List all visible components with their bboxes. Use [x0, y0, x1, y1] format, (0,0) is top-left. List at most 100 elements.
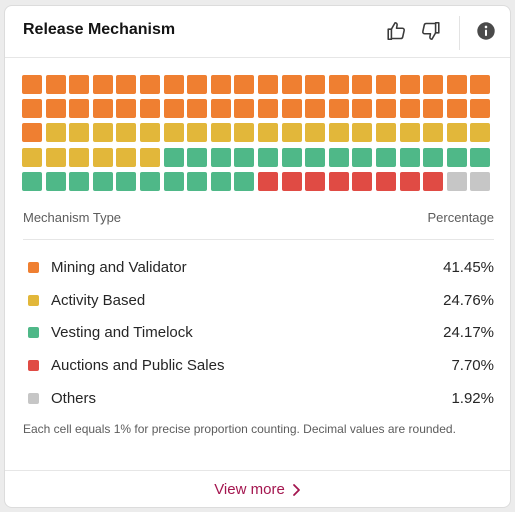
waffle-cell: [116, 147, 137, 167]
waffle-cell: [234, 123, 255, 143]
waffle-cell: [234, 147, 255, 167]
view-more-link[interactable]: View more: [5, 471, 510, 507]
waffle-cell: [92, 99, 113, 119]
waffle-cell: [187, 99, 208, 119]
waffle-cell: [163, 99, 184, 119]
waffle-cell: [352, 75, 373, 94]
waffle-cell: [22, 99, 42, 119]
thumbs-up-icon[interactable]: [385, 20, 407, 42]
legend-value: 41.45%: [443, 259, 494, 276]
waffle-cell: [69, 123, 90, 143]
view-more-label: View more: [214, 481, 285, 498]
waffle-cell: [470, 171, 491, 191]
waffle-cell: [399, 123, 420, 143]
waffle-cell: [399, 171, 420, 191]
waffle-cell: [140, 123, 160, 143]
waffle-cell: [92, 171, 113, 191]
waffle-cell: [470, 147, 491, 167]
legend-row-vesting: Vesting and Timelock 24.17%: [23, 321, 494, 345]
waffle-cell: [187, 75, 208, 94]
waffle-cell: [328, 147, 349, 167]
waffle-cell: [281, 147, 302, 167]
waffle-cell: [92, 147, 113, 167]
waffle-cell: [470, 99, 491, 119]
waffle-cell: [352, 123, 373, 143]
waffle-cell: [187, 147, 208, 167]
card-title: Release Mechanism: [23, 21, 176, 38]
legend-row-auctions: Auctions and Public Sales 7.70%: [23, 354, 494, 378]
waffle-cell: [45, 123, 66, 143]
waffle-cell: [69, 171, 90, 191]
column-header-type: Mechanism Type: [23, 210, 122, 225]
waffle-cell: [446, 147, 467, 167]
waffle-cell: [376, 123, 396, 143]
waffle-cell: [352, 99, 373, 119]
waffle-cell: [210, 123, 231, 143]
waffle-cell: [163, 123, 184, 143]
waffle-cell: [328, 75, 349, 94]
waffle-cell: [258, 99, 278, 119]
card-header: Release Mechanism: [5, 6, 510, 58]
chevron-right-icon: [291, 483, 301, 497]
waffle-cell: [281, 99, 302, 119]
waffle-cell: [352, 171, 373, 191]
waffle-cell: [92, 75, 113, 94]
waffle-cell: [140, 99, 160, 119]
thumbs-down-icon[interactable]: [420, 20, 442, 42]
waffle-cell: [22, 147, 42, 167]
info-icon[interactable]: [475, 20, 497, 42]
waffle-cell: [116, 123, 137, 143]
legend-label: Auctions and Public Sales: [51, 357, 225, 374]
waffle-cell: [69, 75, 90, 94]
waffle-cell: [423, 75, 444, 94]
waffle-cell: [92, 123, 113, 143]
waffle-cell: [234, 99, 255, 119]
waffle-cell: [446, 75, 467, 94]
waffle-cell: [376, 75, 396, 94]
legend-value: 1.92%: [451, 390, 494, 407]
waffle-cell: [45, 147, 66, 167]
legend-swatch: [28, 295, 39, 306]
waffle-cell: [163, 147, 184, 167]
waffle-cell: [234, 75, 255, 94]
waffle-cell: [116, 99, 137, 119]
waffle-cell: [446, 99, 467, 119]
waffle-cell: [423, 147, 444, 167]
waffle-cell: [140, 171, 160, 191]
legend-swatch: [28, 360, 39, 371]
legend-label: Mining and Validator: [51, 259, 187, 276]
waffle-cell: [163, 75, 184, 94]
legend-value: 7.70%: [451, 357, 494, 374]
waffle-cell: [140, 147, 160, 167]
waffle-cell: [305, 171, 326, 191]
waffle-cell: [352, 147, 373, 167]
waffle-cell: [281, 123, 302, 143]
waffle-cell: [399, 75, 420, 94]
waffle-cell: [423, 123, 444, 143]
column-header-percentage: Percentage: [427, 210, 495, 225]
legend-swatch: [28, 327, 39, 338]
waffle-cell: [281, 75, 302, 94]
waffle-cell: [187, 123, 208, 143]
waffle-cell: [210, 75, 231, 94]
waffle-cell: [45, 75, 66, 94]
waffle-cell: [281, 171, 302, 191]
waffle-cell: [116, 171, 137, 191]
waffle-cell: [22, 75, 42, 94]
legend-value: 24.76%: [443, 292, 494, 309]
waffle-cell: [116, 75, 137, 94]
waffle-cell: [187, 171, 208, 191]
waffle-cell: [234, 171, 255, 191]
footnote: Each cell equals 1% for precise proporti…: [23, 422, 456, 436]
header-separator: [459, 16, 460, 50]
legend-row-activity: Activity Based 24.76%: [23, 289, 494, 313]
waffle-cell: [163, 171, 184, 191]
footer-divider: [5, 470, 510, 471]
waffle-cell: [258, 171, 278, 191]
waffle-cell: [22, 171, 42, 191]
legend-swatch: [28, 262, 39, 273]
waffle-cell: [328, 123, 349, 143]
waffle-cell: [45, 171, 66, 191]
table-header: Mechanism Type Percentage: [23, 210, 494, 228]
waffle-cell: [399, 99, 420, 119]
